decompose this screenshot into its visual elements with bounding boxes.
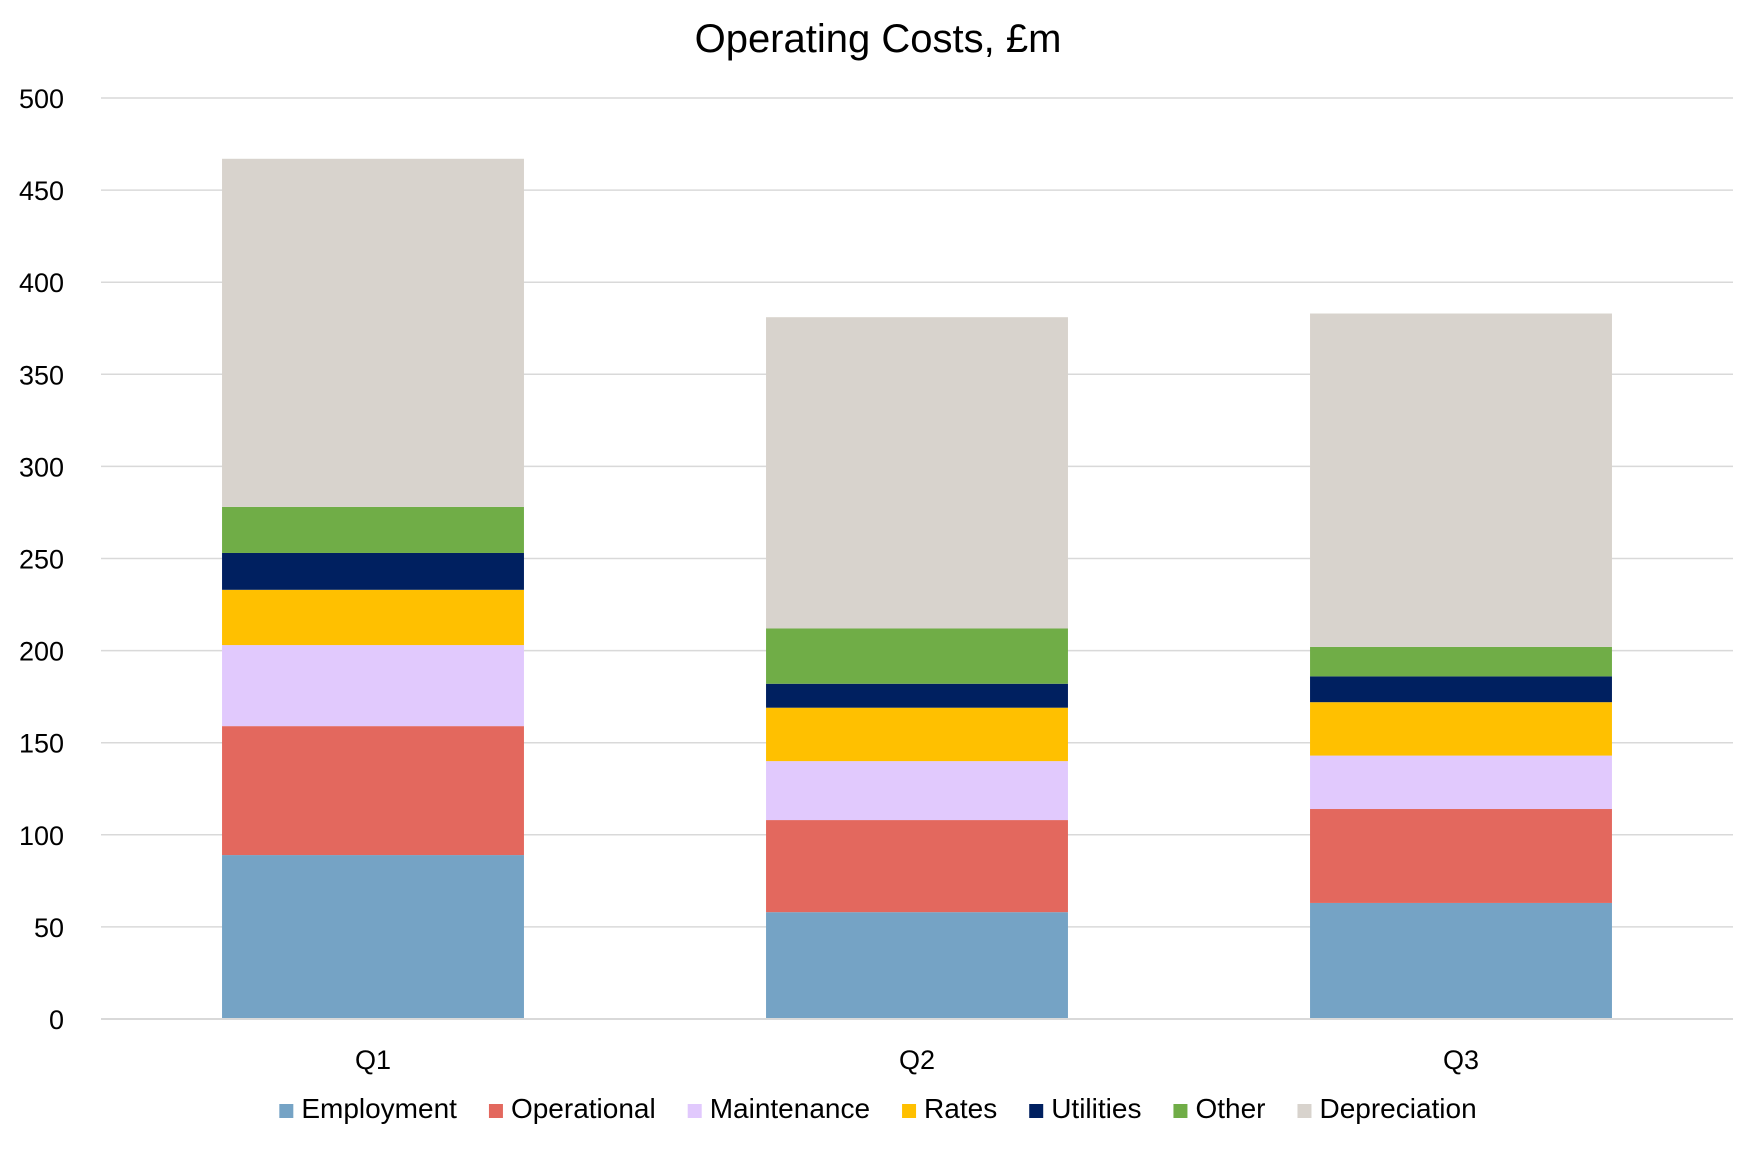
bar-segment-operational-q1 <box>222 726 524 856</box>
y-tick-label: 400 <box>19 268 64 298</box>
legend-swatch <box>279 1104 294 1118</box>
legend-label: Maintenance <box>710 1093 870 1124</box>
legend-item-utilities: Utilities <box>1029 1093 1141 1124</box>
bar-segment-employment-q2 <box>766 912 1068 1019</box>
legend-item-employment: Employment <box>279 1093 457 1124</box>
chart-title: Operating Costs, £m <box>695 17 1062 61</box>
bar-segment-rates-q1 <box>222 589 524 646</box>
bar-segment-utilities-q1 <box>222 552 524 590</box>
bar-segment-rates-q2 <box>766 707 1068 762</box>
bar-segment-depreciation-q3 <box>1310 313 1612 647</box>
legend-swatch <box>1029 1104 1044 1118</box>
legend-label: Rates <box>924 1093 997 1124</box>
x-tick-label: Q1 <box>355 1045 391 1075</box>
legend-label: Utilities <box>1051 1093 1141 1124</box>
bar-segment-rates-q3 <box>1310 702 1612 756</box>
bar-segment-operational-q3 <box>1310 809 1612 903</box>
bar-segment-maintenance-q2 <box>766 761 1068 821</box>
y-tick-label: 500 <box>19 84 64 114</box>
bar-segment-maintenance-q1 <box>222 645 524 727</box>
y-tick-label: 150 <box>19 729 64 759</box>
legend-label: Operational <box>511 1093 656 1124</box>
legend-item-depreciation: Depreciation <box>1297 1093 1477 1124</box>
y-tick-label: 350 <box>19 360 64 390</box>
bar-segment-other-q3 <box>1310 646 1612 677</box>
legend-item-rates: Rates <box>902 1093 997 1124</box>
y-tick-label: 50 <box>34 913 64 943</box>
legend-swatch <box>902 1104 917 1118</box>
legend-label: Employment <box>301 1093 457 1124</box>
bar-segment-other-q2 <box>766 628 1068 684</box>
y-tick-label: 250 <box>19 545 64 575</box>
bars <box>222 158 1612 1019</box>
legend: Employment Operational Maintenance Rates Uti… <box>279 1093 1477 1124</box>
legend-item-operational: Operational <box>488 1093 656 1124</box>
y-tick-label: 100 <box>19 821 64 851</box>
legend-swatch <box>687 1104 702 1118</box>
bar-segment-operational-q2 <box>766 820 1068 913</box>
y-tick-label: 200 <box>19 637 64 667</box>
bar-segment-employment-q1 <box>222 855 524 1019</box>
bar-segment-maintenance-q3 <box>1310 755 1612 810</box>
bar-segment-utilities-q2 <box>766 683 1068 708</box>
bar-segment-other-q1 <box>222 506 524 553</box>
legend-label: Other <box>1195 1093 1265 1124</box>
legend-item-other: Other <box>1173 1093 1265 1124</box>
x-axis: Q1 Q2 Q3 <box>101 1018 1733 1075</box>
y-axis: 0 50 100 150 200 250 300 350 400 450 500 <box>19 84 64 1035</box>
y-tick-label: 300 <box>19 452 64 482</box>
bar-segment-utilities-q3 <box>1310 676 1612 703</box>
legend-swatch <box>488 1104 503 1118</box>
bar-segment-depreciation-q2 <box>766 317 1068 629</box>
y-tick-label: 0 <box>49 1005 64 1035</box>
legend-label: Depreciation <box>1319 1093 1476 1124</box>
legend-swatch <box>1173 1104 1188 1118</box>
legend-swatch <box>1297 1104 1312 1118</box>
bar-segment-employment-q3 <box>1310 902 1612 1019</box>
bar-segment-depreciation-q1 <box>222 158 524 507</box>
legend-item-maintenance: Maintenance <box>687 1093 870 1124</box>
y-tick-label: 450 <box>19 176 64 206</box>
x-tick-label: Q3 <box>1443 1045 1479 1075</box>
x-tick-label: Q2 <box>899 1045 935 1075</box>
